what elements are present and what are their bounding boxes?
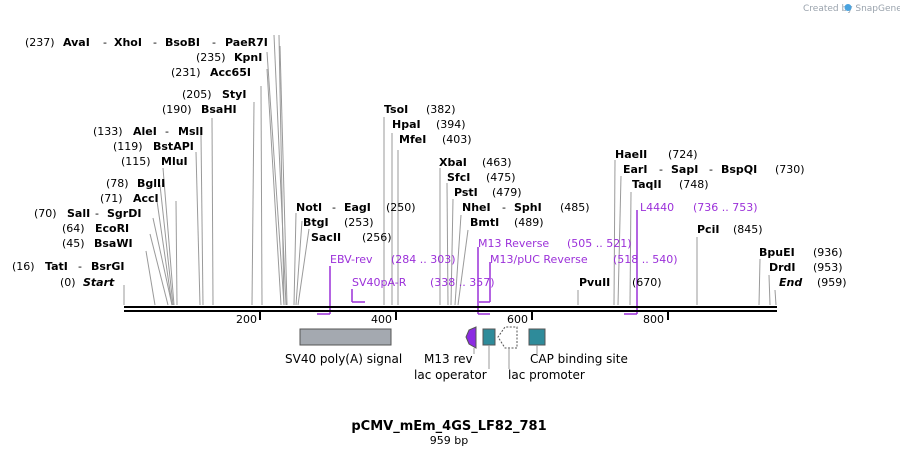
site-hpai[interactable]: HpaI (394)	[392, 113, 466, 132]
site-bsahi[interactable]: (190) BsaHI	[162, 98, 237, 117]
site-psti[interactable]: PstI (479)	[454, 181, 522, 200]
site-bstapi[interactable]: (119) BstAPI	[113, 135, 194, 154]
snapgene-watermark: Created by SnapGene	[803, 4, 900, 14]
feature-leaders	[473, 345, 538, 369]
site-eari-group[interactable]: EarI - SapI - BspQI (730)	[623, 158, 805, 177]
site-acci[interactable]: (71) AccI	[100, 187, 159, 206]
site-mlui[interactable]: (115) MluI	[121, 150, 188, 169]
site-end[interactable]: End (959)	[779, 271, 847, 290]
site-mfei[interactable]: MfeI (403)	[399, 128, 472, 147]
site-bmti[interactable]: BmtI (489)	[470, 211, 544, 230]
feature-label-lac-operator: lac operator	[414, 368, 487, 382]
primer-labels: EBV-rev (284 .. 303) SV40pA-R (338 .. 35…	[330, 196, 758, 290]
watermark-text: Created by SnapGene	[803, 4, 900, 14]
snapgene-logo-icon	[844, 4, 852, 11]
feature-label-lac-promoter: lac promoter	[508, 368, 585, 382]
tick-label-400: 400	[371, 313, 392, 326]
ruler-ticks	[259, 311, 669, 320]
site-taqii[interactable]: TaqII (748)	[632, 173, 709, 192]
site-leader-lines	[123, 34, 777, 306]
site-tati-bsrgi[interactable]: (16) TatI - BsrGI	[12, 255, 124, 274]
plasmid-length: 959 bp	[430, 434, 468, 447]
feature-label-sv40-polya: SV40 poly(A) signal	[285, 352, 402, 366]
site-btgi[interactable]: BtgI (253)	[303, 211, 374, 230]
tick-label-600: 600	[507, 313, 528, 326]
site-haeii[interactable]: HaeII (724)	[615, 143, 698, 162]
site-alei-msli[interactable]: (133) AleI - MslI	[93, 120, 203, 139]
site-kpni[interactable]: (235) KpnI	[196, 46, 262, 65]
dna-backbone	[124, 306, 777, 312]
site-bpuei[interactable]: BpuEI (936)	[759, 241, 843, 260]
site-start[interactable]: (0) Start	[60, 271, 115, 290]
site-ecori[interactable]: (64) EcoRI	[62, 217, 129, 236]
site-sacii[interactable]: SacII (256)	[311, 226, 392, 245]
feature-m13-rev-arrow[interactable]	[465, 326, 477, 349]
feature-sv40-polya[interactable]	[299, 328, 392, 346]
feature-lac-operator[interactable]	[482, 328, 496, 346]
feature-label-m13-rev: M13 rev	[424, 352, 473, 366]
site-tsoi[interactable]: TsoI (382)	[384, 98, 456, 117]
tick-label-800: 800	[643, 313, 664, 326]
feature-label-cap-binding-site: CAP binding site	[530, 352, 628, 366]
tick-label-200: 200	[236, 313, 257, 326]
site-pcii[interactable]: PciI (845)	[697, 218, 763, 237]
site-avai-group[interactable]: (237) AvaI - XhoI - BsoBI - PaeR7I	[25, 31, 268, 50]
primer-l4440[interactable]: L4440 (736 .. 753)	[640, 196, 758, 215]
site-nhei-sphi[interactable]: NheI - SphI (485)	[462, 196, 590, 215]
primer-m13-puc-reverse[interactable]: M13/pUC Reverse (518 .. 540)	[490, 248, 678, 267]
site-noti-eagi[interactable]: NotI - EagI (250)	[296, 196, 416, 215]
primer-ebv-rev[interactable]: EBV-rev (284 .. 303)	[330, 248, 456, 267]
site-bsawi[interactable]: (45) BsaWI	[62, 232, 133, 251]
site-sali-sgrdi[interactable]: (70) SalI - SgrDI	[34, 202, 141, 221]
site-acc65i[interactable]: (231) Acc65I	[171, 61, 251, 80]
feature-lac-promoter-arrow[interactable]	[497, 326, 518, 349]
feature-cap-binding-site[interactable]	[528, 328, 546, 346]
primer-m13-reverse[interactable]: M13 Reverse (505 .. 521)	[478, 232, 632, 251]
site-styi[interactable]: (205) StyI	[182, 83, 246, 102]
plasmid-name: pCMV_mEm_4GS_LF82_781	[351, 419, 546, 434]
right-site-labels: PvuII (670) HaeII (724) EarI - SapI - Bs…	[579, 143, 847, 290]
primer-sv40pa-r[interactable]: SV40pA-R (338 .. 357)	[352, 271, 495, 290]
site-pvuii[interactable]: PvuII (670)	[579, 271, 662, 290]
middle-site-labels: NotI - EagI (250) BtgI (253) SacII (256)…	[296, 98, 590, 245]
site-bglii[interactable]: (78) BglII	[106, 172, 165, 191]
site-sfci[interactable]: SfcI (475)	[447, 166, 516, 185]
left-site-labels: (0) Start (16) TatI - BsrGI (45) BsaWI (…	[12, 31, 268, 290]
site-drdi[interactable]: DrdI (953)	[769, 256, 843, 275]
site-xbai[interactable]: XbaI (463)	[439, 151, 512, 170]
